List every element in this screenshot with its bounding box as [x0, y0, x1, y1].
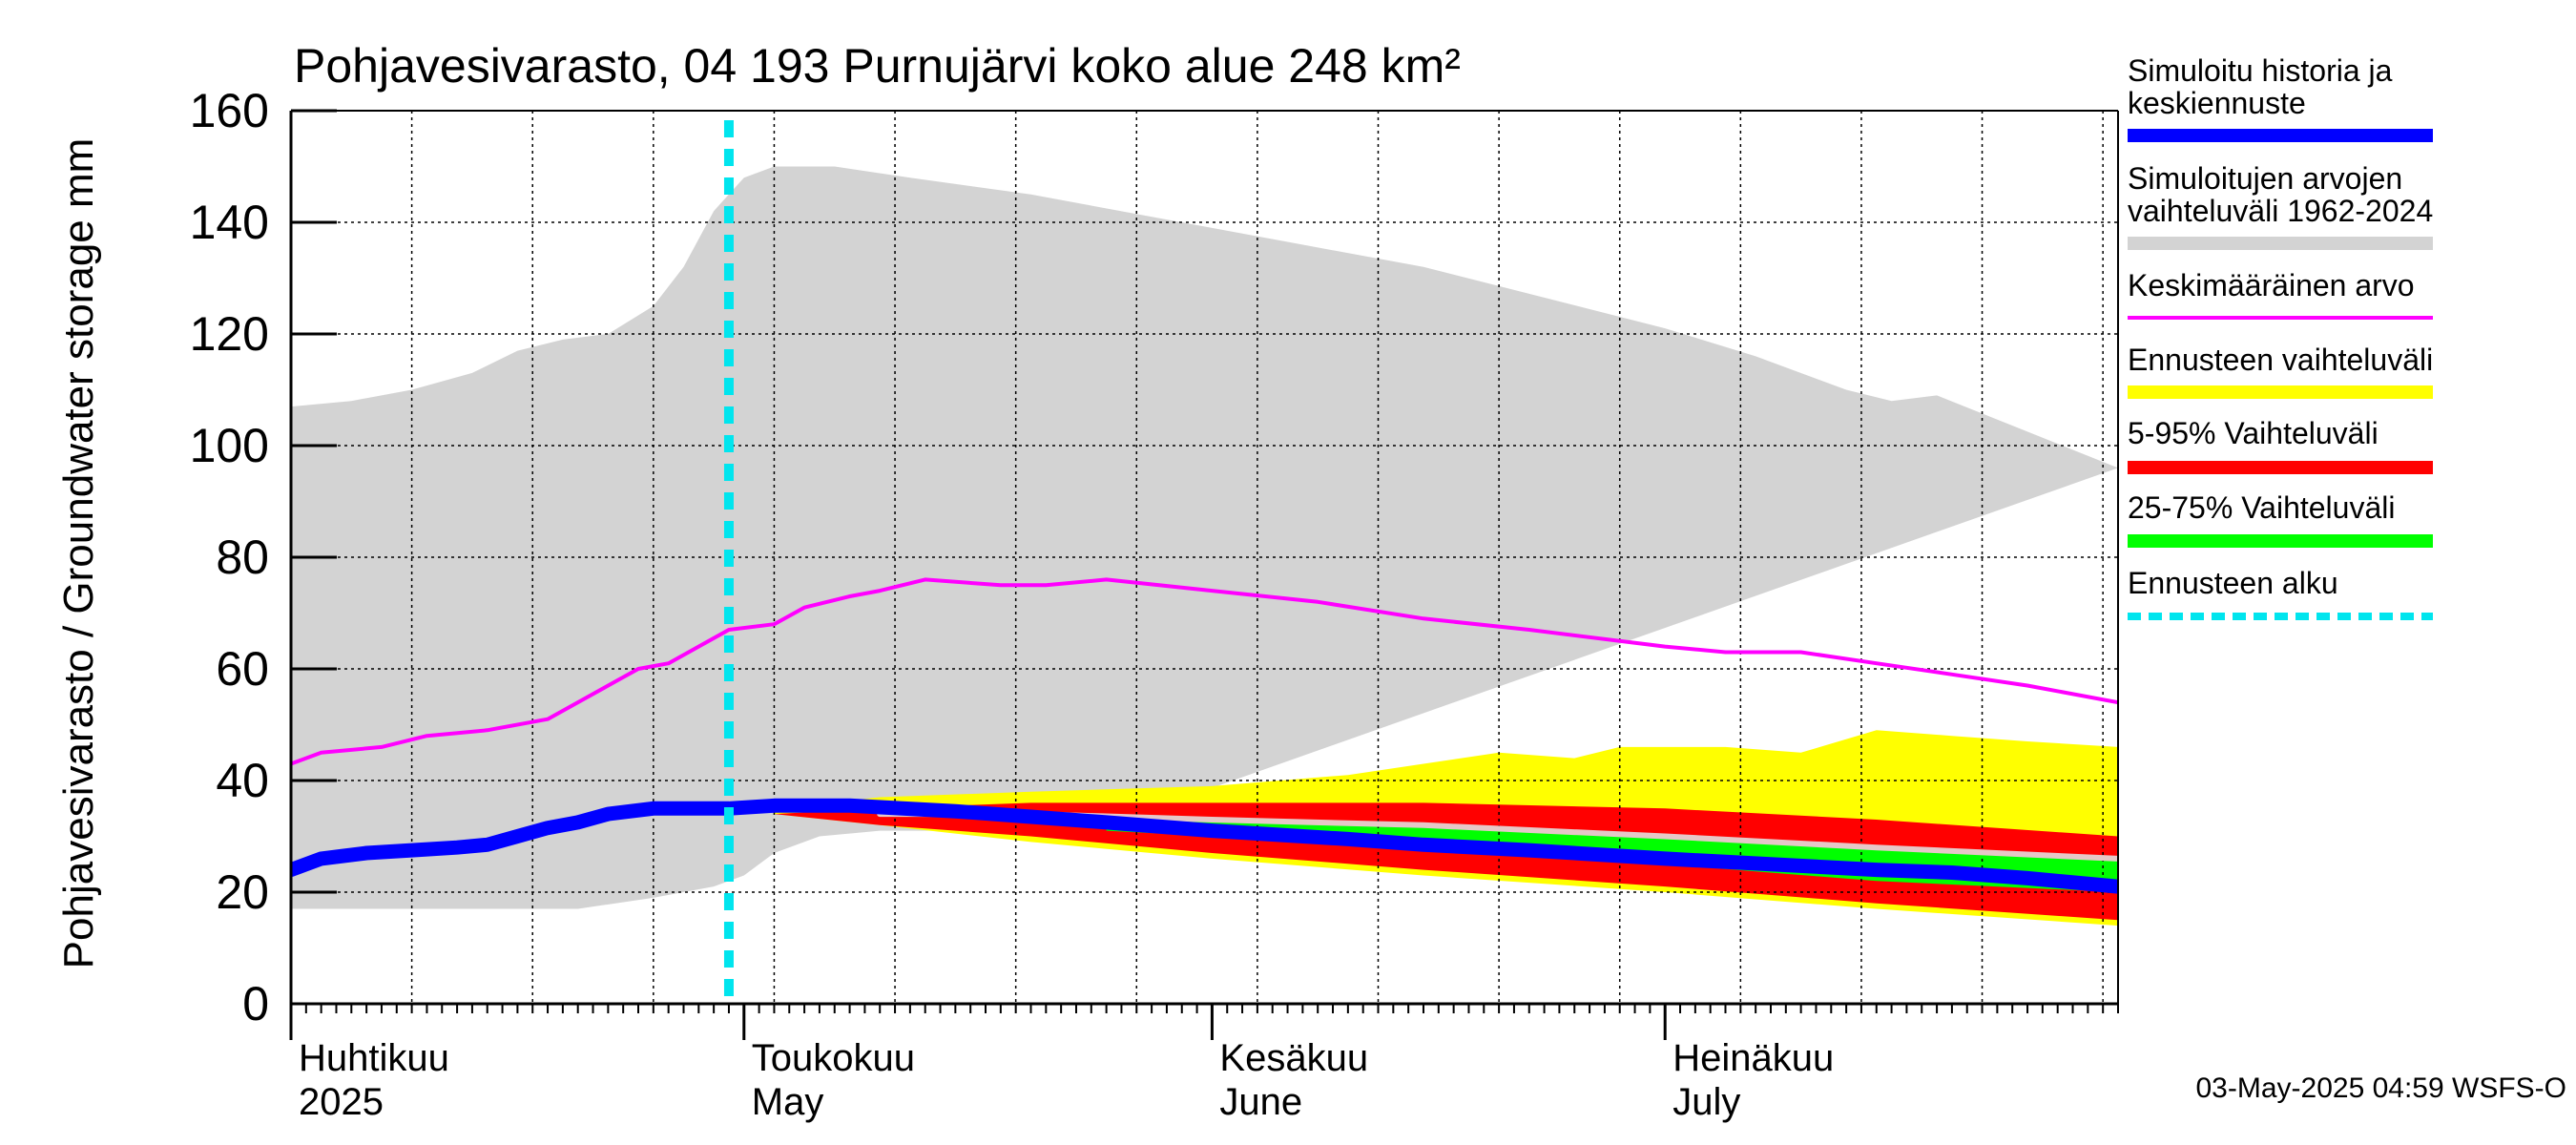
- band-5-95-vaihteluv-li: [774, 802, 2118, 921]
- y-tick-label: 120: [190, 307, 269, 361]
- month-label-sub: May: [752, 1081, 824, 1123]
- y-tick-label: 160: [190, 84, 269, 137]
- legend-label-1: Simuloitu historia ja: [2128, 53, 2393, 88]
- band-simuloitujen-arvojen-vaihteluv-li-1962-2024: [291, 166, 2118, 909]
- month-label: Toukokuu: [752, 1037, 915, 1079]
- y-axis-label: Pohjavesivarasto / Groundwater storage m…: [55, 138, 102, 969]
- y-tick-labels: 0 20 40 60 80 100 120 140 160: [190, 84, 269, 1030]
- month-label-sub: June: [1219, 1081, 1302, 1123]
- month-label: Kesäkuu: [1219, 1037, 1368, 1079]
- line-layer: [291, 120, 2118, 1004]
- band-layer: [291, 166, 2118, 926]
- legend-label-6: 25-75% Vaihteluväli: [2128, 490, 2395, 525]
- legend-label-3: Keskimääräinen arvo: [2128, 268, 2415, 302]
- y-tick-label: 100: [190, 419, 269, 472]
- legend-label-7: Ennusteen alku: [2128, 566, 2338, 600]
- legend-label-2: Simuloitujen arvojen: [2128, 161, 2402, 196]
- month-label: Huhtikuu: [299, 1037, 449, 1079]
- legend-label-5: 5-95% Vaihteluväli: [2128, 416, 2379, 450]
- month-label-sub: 2025: [299, 1081, 384, 1123]
- series-keskim-r-inen-arvo: [291, 577, 2118, 766]
- chart-title: Pohjavesivarasto, 04 193 Purnujärvi koko…: [294, 39, 1461, 93]
- y-tick-label: 60: [216, 642, 269, 696]
- y-tick-label: 80: [216, 531, 269, 584]
- y-tick-label: 40: [216, 754, 269, 807]
- axes: [289, 109, 2119, 1040]
- month-label: Heinäkuu: [1672, 1037, 1834, 1079]
- y-tick-label: 140: [190, 196, 269, 249]
- legend-label-4: Ennusteen vaihteluväli: [2128, 343, 2433, 377]
- month-label-sub: July: [1672, 1081, 1740, 1123]
- y-tick-label: 20: [216, 865, 269, 919]
- footer-timestamp: 03-May-2025 04:59 WSFS-O: [2196, 1072, 2567, 1104]
- series-simuloitu-historia-ja-keskiennuste: [291, 798, 2118, 894]
- legend-label-2: vaihteluväli 1962-2024: [2128, 194, 2433, 228]
- legend-label-1: keskiennuste: [2128, 86, 2306, 120]
- y-tick-label: 0: [242, 977, 269, 1030]
